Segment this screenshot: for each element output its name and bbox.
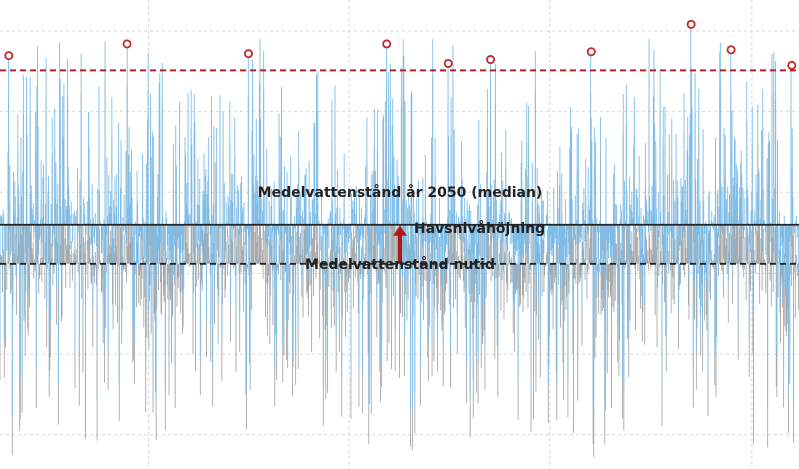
label-present-mean: Medelvattenstånd nutid (305, 256, 495, 273)
exceedance-marker-5 (486, 55, 496, 65)
exceedance-marker-7 (686, 19, 696, 29)
exceedance-marker-0 (4, 51, 14, 61)
exceedance-marker-2 (243, 49, 253, 59)
reference-lines (0, 223, 799, 265)
series-future-bars (0, 27, 799, 419)
exceedance-markers (4, 19, 797, 70)
exceedance-marker-1 (122, 39, 132, 49)
label-sea-level-rise: Havsnivåhöjning (414, 220, 545, 237)
series-future-water-level (0, 27, 799, 419)
exceedance-marker-8 (726, 45, 736, 55)
exceedance-marker-3 (382, 39, 392, 49)
exceedance-marker-4 (443, 58, 453, 68)
arrow-head (393, 225, 407, 236)
sea-level-rise-arrow (393, 225, 407, 264)
label-future-mean: Medelvattenstånd år 2050 (median) (258, 184, 543, 201)
exceedance-marker-9 (787, 60, 797, 70)
exceedance-marker-6 (586, 47, 596, 57)
